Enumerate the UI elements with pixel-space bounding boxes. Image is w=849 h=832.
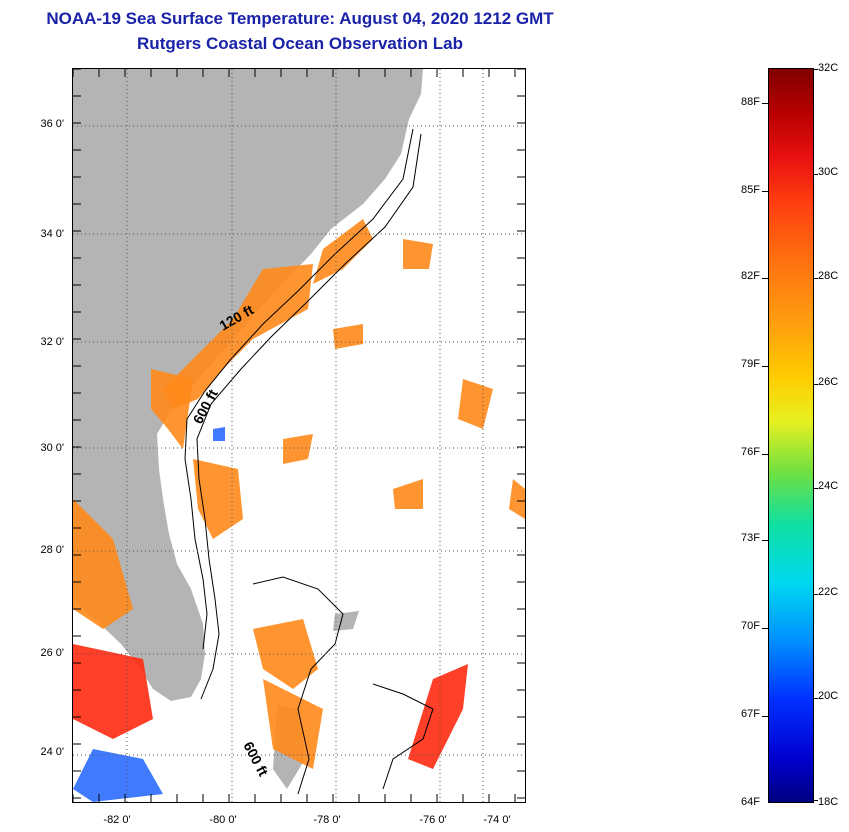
graticule — [73, 69, 525, 802]
colorbar-celsius-label: 30C — [818, 166, 839, 178]
contour-600ft — [196, 133, 422, 700]
contour-bahamas — [252, 576, 434, 795]
lon-label: -80 0' — [209, 814, 237, 826]
sst-patch — [151, 369, 193, 449]
colorbar-fahrenheit-label: 82F — [741, 270, 760, 282]
sst-patch — [458, 379, 493, 429]
colorbar-tick — [813, 278, 818, 279]
lon-label: -82 0' — [103, 814, 131, 826]
lat-label: 36 0' — [40, 118, 64, 130]
colorbar-fahrenheit-label: 88F — [741, 96, 760, 108]
sst-patch — [509, 479, 525, 519]
sst-patch — [333, 324, 363, 349]
colorbar-tick — [813, 69, 818, 70]
lat-label: 34 0' — [40, 228, 64, 240]
colorbar-celsius-label: 28C — [818, 270, 839, 282]
colorbar-celsius-label: 20C — [818, 690, 839, 702]
map-subtitle: Rutgers Coastal Ocean Observation Lab — [137, 34, 463, 53]
sst-patch — [283, 434, 313, 464]
colorbar-fahrenheit-label: 64F — [741, 796, 760, 808]
lon-label: -78 0' — [313, 814, 341, 826]
sst-patch — [313, 219, 373, 284]
contour-120ft — [184, 128, 414, 650]
lat-label: 26 0' — [40, 647, 64, 659]
lon-label: -76 0' — [419, 814, 447, 826]
sst-patch — [73, 499, 133, 629]
colorbar-tick — [813, 594, 818, 595]
colorbar-celsius-label: 18C — [818, 796, 839, 808]
sst-patch — [408, 664, 468, 769]
lat-label: 30 0' — [40, 442, 64, 454]
colorbar-tick — [762, 366, 768, 367]
map-title: NOAA-19 Sea Surface Temperature: August … — [46, 9, 554, 28]
colorbar-fahrenheit-label: 85F — [741, 184, 760, 196]
lat-label: 24 0' — [40, 746, 64, 758]
colorbar-fahrenheit-label: 70F — [741, 620, 760, 632]
colorbar-celsius-label: 26C — [818, 376, 839, 388]
colorbar-tick — [762, 540, 768, 541]
colorbar-tick — [813, 384, 818, 385]
colorbar-fahrenheit-label: 79F — [741, 358, 760, 370]
colorbar-tick — [762, 628, 768, 629]
lon-label: -74 0' — [483, 814, 511, 826]
colorbar-celsius-label: 32C — [818, 62, 839, 74]
land-bahamas-grand — [333, 611, 359, 631]
colorbar-fahrenheit-label: 76F — [741, 446, 760, 458]
colorbar-tick — [813, 488, 818, 489]
sst-patch — [193, 459, 243, 539]
temperature-colorbar — [768, 68, 814, 803]
colorbar-tick — [762, 278, 768, 279]
sst-patch — [73, 749, 163, 802]
colorbar-celsius-label: 24C — [818, 480, 839, 492]
colorbar-tick — [813, 698, 818, 699]
colorbar-fahrenheit-label: 67F — [741, 708, 760, 720]
land-mainland — [73, 69, 423, 701]
colorbar-tick — [762, 103, 768, 104]
colorbar-tick — [762, 191, 768, 192]
sst-patch — [403, 239, 433, 269]
lat-label: 32 0' — [40, 336, 64, 348]
colorbar-tick — [813, 800, 818, 801]
colorbar-tick — [762, 716, 768, 717]
colorbar-fahrenheit-label: 73F — [741, 532, 760, 544]
sst-map-canvas: 120 ft 600 ft 600 ft — [73, 69, 525, 802]
sst-patch — [263, 679, 323, 769]
colorbar-tick — [762, 454, 768, 455]
colorbar-celsius-label: 22C — [818, 586, 839, 598]
sst-patch — [393, 479, 423, 509]
sst-map[interactable]: 120 ft 600 ft 600 ft — [72, 68, 526, 803]
sst-patch — [163, 264, 313, 409]
sst-patch — [213, 427, 225, 441]
contour-label-600ft-south: 600 ft — [240, 739, 271, 779]
colorbar-tick — [813, 174, 818, 175]
lat-label: 28 0' — [40, 544, 64, 556]
sst-patch — [73, 644, 153, 739]
